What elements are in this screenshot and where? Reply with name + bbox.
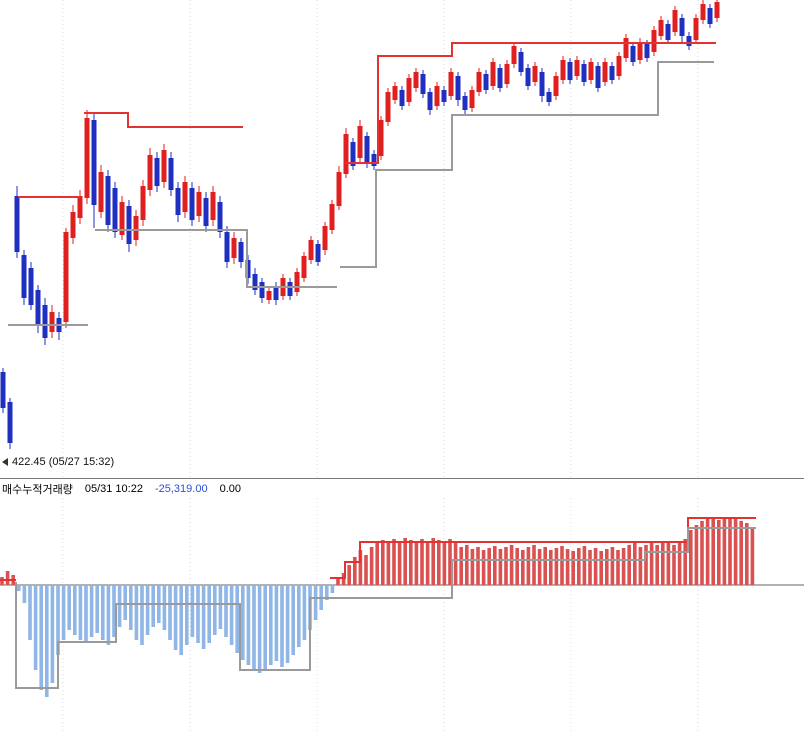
- indicator-value: -25,319.00: [155, 483, 208, 495]
- indicator-value-secondary: 0.00: [220, 483, 241, 495]
- indicator-title: 매수누적거래량: [2, 481, 73, 497]
- volume-chart-canvas[interactable]: [0, 498, 804, 734]
- indicator-datetime: 05/31 10:22: [85, 483, 143, 495]
- indicator-header: 매수누적거래량 05/31 10:22 -25,319.00 0.00: [0, 478, 804, 498]
- last-price-label: 422.45 (05/27 15:32): [2, 455, 114, 469]
- trading-chart-window: 422.45 (05/27 15:32) 매수누적거래량 05/31 10:22…: [0, 0, 804, 734]
- price-label-text: 422.45 (05/27 15:32): [12, 456, 114, 468]
- price-marker-icon: [2, 458, 8, 466]
- price-chart-canvas[interactable]: [0, 0, 804, 478]
